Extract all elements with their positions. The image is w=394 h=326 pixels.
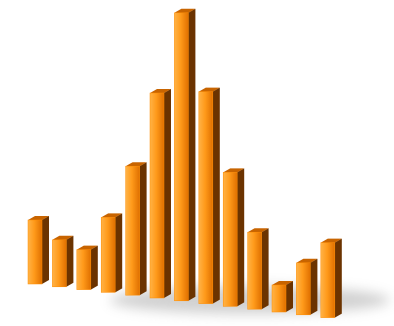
bar [174,12,189,302]
bar [198,91,214,304]
bar-top [320,238,342,243]
bar [52,239,67,288]
bar-top [52,235,74,240]
bar-side [115,213,123,293]
bar [222,172,238,307]
bar-top [28,216,49,220]
bar [76,249,92,290]
bar-top [101,213,123,218]
bar-side [286,281,293,312]
bar-side [334,238,342,318]
bar-top [223,168,245,173]
bars [27,8,342,318]
bar-side [139,162,147,296]
bar-top [247,228,269,233]
bar-top [272,281,293,285]
bar [296,262,311,316]
bar-top [198,87,220,92]
bar-side [66,235,74,287]
bar-side [188,8,196,301]
bar-side [42,216,49,284]
bar-top [296,258,318,263]
bar [27,219,43,285]
bar-side [212,87,220,304]
bar [320,242,336,318]
bar [125,165,140,296]
bar [271,284,287,313]
bar-side [237,168,245,307]
bar [100,217,116,293]
bar-side [164,89,171,298]
bar [149,92,165,299]
bar-top [125,162,147,167]
bar-top [174,8,196,13]
bar-side [90,245,98,290]
bar-top [150,89,171,93]
bar-top [76,245,98,250]
bar-side [261,228,269,310]
bar-side [310,258,318,315]
bar [247,231,262,310]
